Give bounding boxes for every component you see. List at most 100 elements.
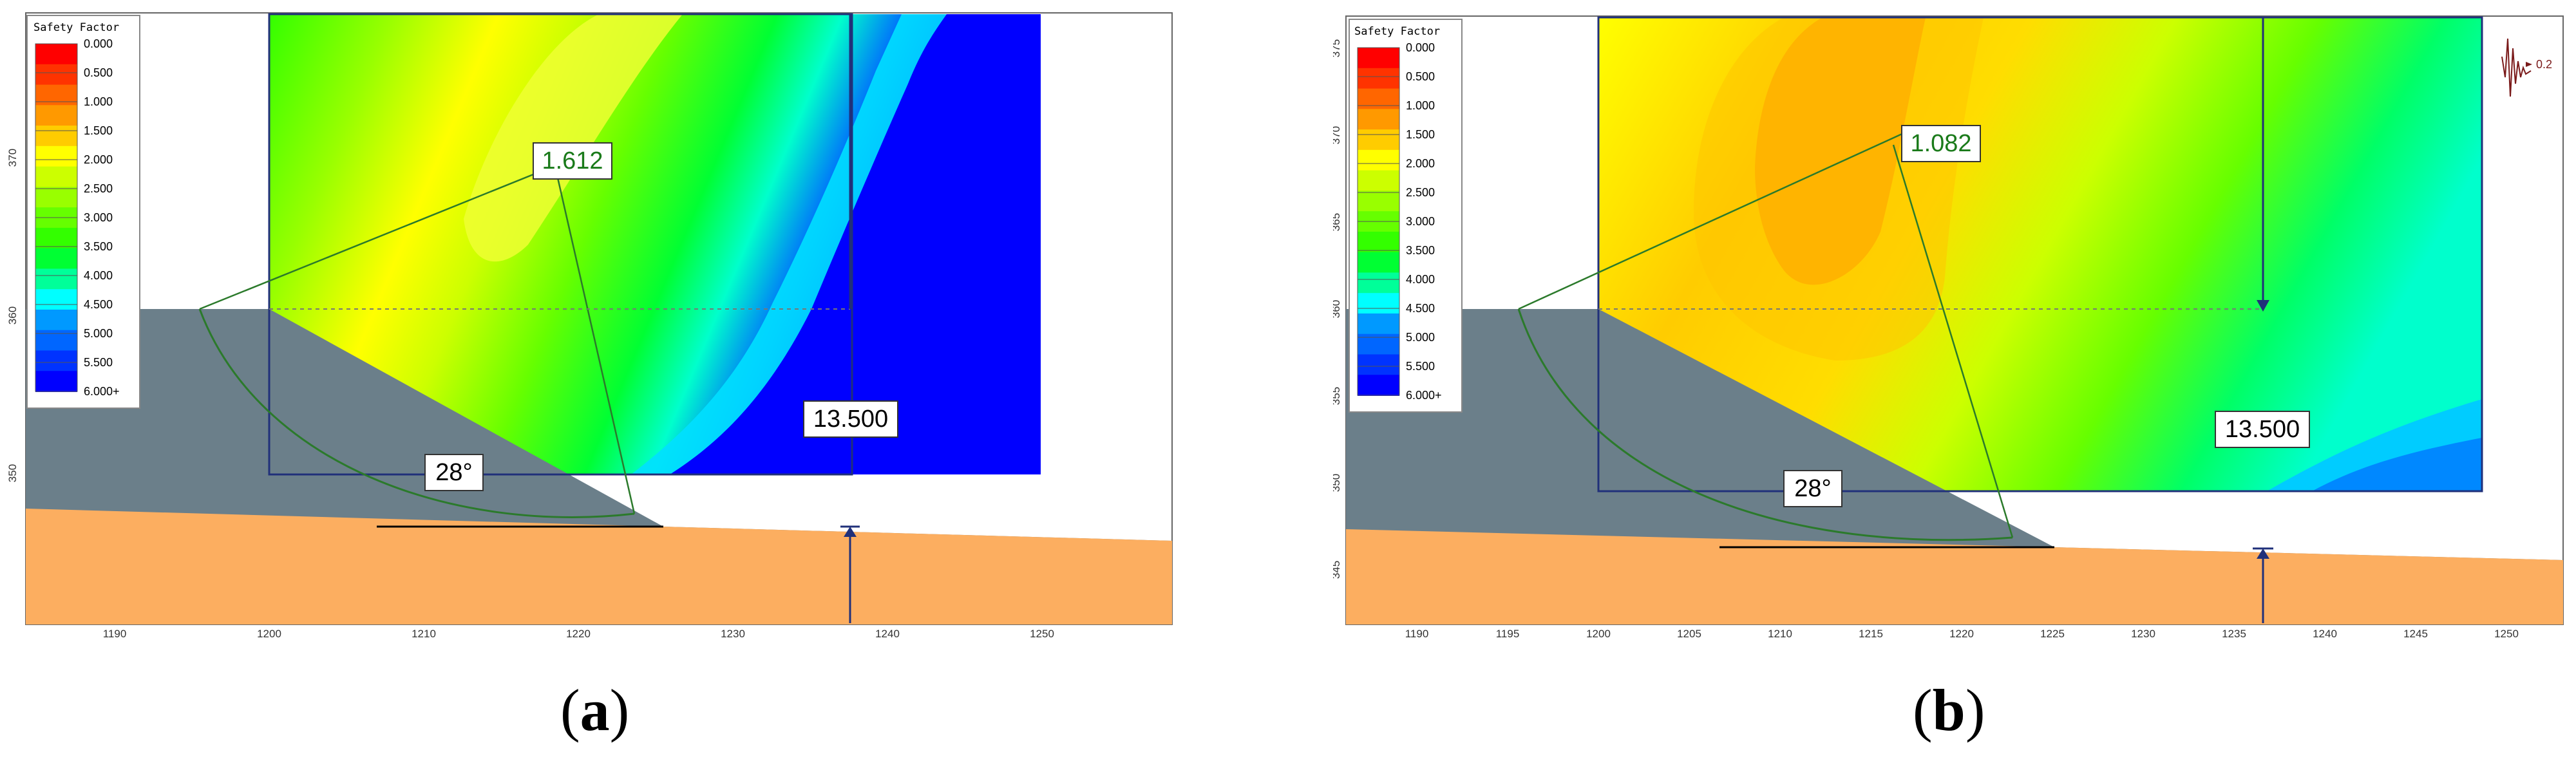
caption-a: (a) [560,677,630,743]
grid-frame [268,13,853,476]
x-tick-label: 1220 [1949,628,1974,640]
legend-swatch [1358,252,1399,274]
radius-line-right [1892,144,2014,538]
x-tick-label: 1245 [2403,628,2428,640]
legend-swatch [35,44,77,65]
legend-swatch [35,248,77,270]
y-tick-label: 370 [1333,126,1342,144]
legend-label: 2.500 [1406,186,1435,199]
angle-box [424,454,484,491]
legend-swatch [1358,354,1399,376]
max-fs-box [2215,411,2310,448]
x-tick-label: 1205 [1677,628,1701,640]
x-tick-label: 1200 [1586,628,1611,640]
panel-b-svg: 0.2 375 370 365 360 355 350 345 1190 119… [1333,15,2564,640]
x-tick-label: 1250 [2494,628,2519,640]
radius-line-right [553,160,636,514]
transition-zone [631,14,947,474]
max-fs-label: 13.500 [2225,416,2300,443]
water-table-arrow-head [844,527,857,537]
mid-fs-zone [1694,17,1984,361]
legend-label: 3.500 [84,240,113,253]
legend: Safety Factor 0.000 0.500 1.000 1.500 2.000 2… [26,15,140,409]
legend-swatch [35,371,77,392]
y-tick-label: 365 [1333,213,1342,231]
legend-label: 4.000 [84,269,113,282]
min-fs-label: 1.082 [1910,130,1971,157]
min-fs-box [1901,125,1981,162]
legend-label: 0.000 [1406,41,1435,54]
legend-swatch [35,227,77,249]
y-tick-label: 360 [6,306,19,324]
y-tick-label: 350 [1333,474,1342,492]
angle-label: 28° [1794,475,1831,502]
panel-b: 0.2 375 370 365 360 355 350 345 1190 119… [1333,0,2570,644]
legend-swatch [1358,313,1399,335]
angle-label: 28° [435,459,472,486]
legend-label: 2.000 [84,153,113,166]
x-axis: 1190 1195 1200 1205 1210 1215 1220 1225 … [1405,628,2519,640]
legend-swatch [1358,272,1399,294]
legend-label: 6.000+ [84,385,120,398]
x-tick-label: 1225 [2040,628,2065,640]
legend-label: 1.500 [1406,128,1435,141]
y-axis: 375 370 365 360 355 350 345 [1333,39,1342,579]
legend-swatch-border [1357,47,1400,396]
caption-b: (b) [1913,677,1985,743]
x-tick-label: 1200 [257,628,281,640]
x-tick-label: 1210 [412,628,436,640]
legend-swatch [35,289,77,310]
x-tick-label: 1195 [1496,628,1520,640]
legend-title: Safety Factor [33,21,119,34]
slip-surface [198,308,635,518]
legend-swatch [35,105,77,127]
legend-swatch [35,145,77,167]
legend-swatch [1358,48,1399,69]
legend-label: 2.000 [1406,157,1435,170]
panel-a: 370 360 350 1190 1200 1210 1220 1230 124… [0,0,1179,644]
y-tick-label: 355 [1333,387,1342,405]
legend-label: 1.000 [1406,99,1435,112]
legend-swatch [1358,149,1399,171]
x-tick-label: 1190 [1405,628,1429,640]
y-tick-label: 350 [6,464,19,482]
legend-label: 5.500 [1406,360,1435,373]
legend-label: 0.000 [84,37,113,50]
legend-label: 5.000 [1406,331,1435,344]
legend-label: 1.000 [84,95,113,108]
y-axis: 370 360 350 [6,149,19,482]
legend-swatch [1358,170,1399,192]
legend-label: 4.500 [84,298,113,311]
legend-swatch [1358,231,1399,253]
center-arrow-head [2257,300,2269,312]
x-tick-label: 1230 [721,628,745,640]
legend-label: 0.500 [84,66,113,79]
x-tick-label: 1220 [566,628,591,640]
legend-swatch [1358,88,1399,110]
legend-swatch [35,350,77,372]
x-tick-label: 1240 [2313,628,2337,640]
legend-swatch [35,187,77,209]
legend-swatch [35,84,77,106]
legend-label: 5.500 [84,356,113,369]
legend-label: 0.500 [1406,70,1435,83]
y-tick-label: 360 [1333,300,1342,318]
legend-label: 3.500 [1406,244,1435,257]
legend-label: 5.000 [84,327,113,340]
legend-swatch [1358,129,1399,151]
min-fs-label: 1.612 [542,147,603,174]
legend-label: 4.500 [1406,302,1435,315]
x-tick-label: 1215 [1859,628,1883,640]
legend-swatch [1358,109,1399,131]
water-table-arrow-head [2257,548,2269,559]
x-tick-label: 1250 [1030,628,1054,640]
legend-swatch [1358,293,1399,314]
y-tick-label: 375 [1333,39,1342,57]
x-tick-label: 1190 [103,628,127,640]
legend: Safety Factor 0.000 0.500 1.000 1.500 2.000 2… [1349,19,1463,413]
x-axis: 1190 1200 1210 1220 1230 1240 1250 [103,628,1054,640]
grid-frame [1597,16,2483,492]
legend-swatch [35,64,77,86]
legend-swatch [1358,68,1399,89]
load-label: 0.2 [2536,58,2552,71]
